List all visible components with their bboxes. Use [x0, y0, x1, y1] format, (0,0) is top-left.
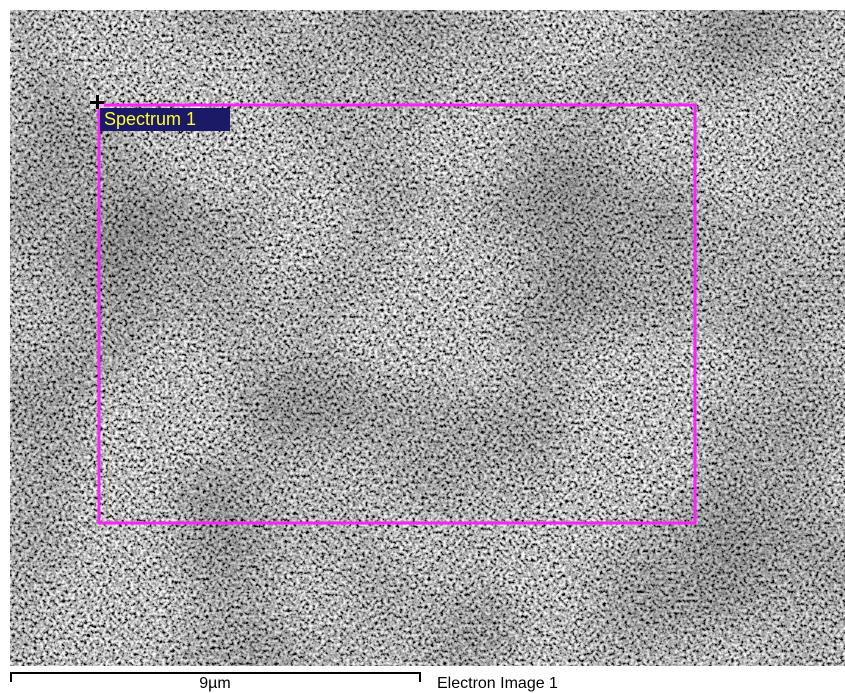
region-label: Spectrum 1	[104, 109, 196, 129]
electron-image-view: Spectrum 1 9µm Electron Image 1	[0, 0, 845, 693]
scale-bar-label: 9µm	[199, 675, 230, 692]
region-handle	[90, 95, 104, 109]
page: Spectrum 1 9µm Electron Image 1	[0, 0, 845, 693]
image-caption: Electron Image 1	[437, 675, 558, 692]
